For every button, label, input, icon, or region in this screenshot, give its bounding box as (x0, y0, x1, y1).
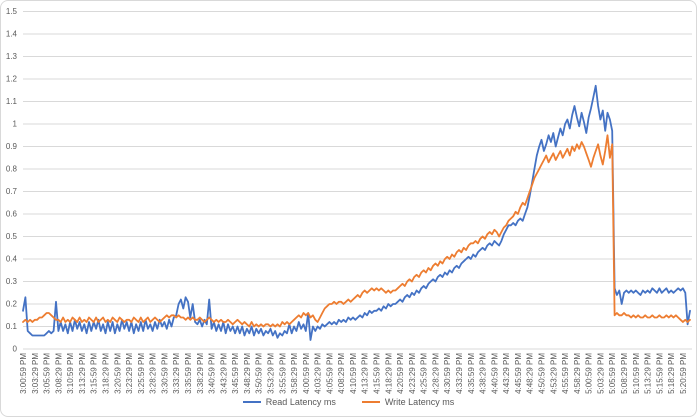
x-tick-label: 4:53:29 PM (549, 353, 558, 394)
y-tick-label: 0.9 (6, 142, 18, 151)
x-tick-label: 5:00:59 PM (585, 353, 594, 394)
x-tick-label: 5:03:29 PM (596, 353, 605, 394)
x-tick-label: 3:50:59 PM (255, 353, 264, 394)
y-tick-label: 0.4 (6, 255, 18, 264)
x-tick-label: 4:23:29 PM (408, 353, 417, 394)
x-tick-label: 3:10:59 PM (66, 353, 75, 394)
y-tick-label: 1.5 (6, 7, 18, 16)
x-tick-label: 4:43:29 PM (502, 353, 511, 394)
x-tick-label: 4:25:59 PM (420, 353, 429, 394)
x-tick-label: 4:55:59 PM (561, 353, 570, 394)
x-tick-label: 5:08:29 PM (620, 353, 629, 394)
x-tick-label: 4:15:59 PM (373, 353, 382, 394)
x-tick-label: 4:38:29 PM (479, 353, 488, 394)
x-tick-label: 5:15:59 PM (655, 353, 664, 394)
x-tick-label: 3:33:29 PM (172, 353, 181, 394)
x-tick-label: 4:33:29 PM (455, 353, 464, 394)
y-tick-label: 0.3 (6, 277, 18, 286)
legend-label-write: Write Latency ms (384, 397, 455, 407)
x-tick-label: 3:53:29 PM (267, 353, 276, 394)
write-latency-line[interactable] (22, 134, 691, 328)
x-tick-label: 3:23:29 PM (125, 353, 134, 394)
x-tick-label: 3:25:59 PM (137, 353, 146, 394)
x-tick-label: 3:13:29 PM (78, 353, 87, 394)
read-series-swatch-icon (242, 400, 261, 404)
x-tick-label: 4:08:29 PM (337, 353, 346, 394)
x-tick-label: 5:05:59 PM (608, 353, 617, 394)
x-tick-label: 3:43:29 PM (219, 353, 228, 394)
legend-label-read: Read Latency ms (265, 397, 336, 407)
x-tick-label: 4:18:29 PM (384, 353, 393, 394)
chart-legend: Read Latency ms Write Latency ms (1, 397, 696, 407)
x-tick-label: 3:38:29 PM (196, 353, 205, 394)
x-tick-label: 3:35:59 PM (184, 353, 193, 394)
x-tick-label: 3:28:29 PM (149, 353, 158, 394)
x-tick-label: 4:48:29 PM (526, 353, 535, 394)
y-tick-label: 0.1 (6, 322, 18, 331)
x-tick-label: 4:28:29 PM (432, 353, 441, 394)
x-tick-label: 3:58:29 PM (290, 353, 299, 394)
x-tick-label: 4:13:29 PM (361, 353, 370, 394)
x-tick-label: 4:10:59 PM (349, 353, 358, 394)
x-tick-label: 3:15:59 PM (90, 353, 99, 394)
y-tick-label: 0.7 (6, 187, 18, 196)
x-tick-label: 4:05:59 PM (325, 353, 334, 394)
x-tick-label: 3:08:29 PM (54, 353, 63, 394)
x-tick-label: 3:48:29 PM (243, 353, 252, 394)
x-tick-label: 5:13:29 PM (644, 353, 653, 394)
legend-item-read-latency[interactable]: Read Latency ms (242, 397, 336, 407)
x-tick-label: 3:30:59 PM (160, 353, 169, 394)
x-tick-label: 4:50:59 PM (538, 353, 547, 394)
read-latency-line[interactable] (22, 84, 691, 341)
x-tick-label: 4:03:29 PM (314, 353, 323, 394)
x-tick-label: 3:03:29 PM (31, 353, 40, 394)
x-tick-label: 5:10:59 PM (632, 353, 641, 394)
x-tick-label: 3:45:59 PM (231, 353, 240, 394)
x-tick-label: 4:40:59 PM (490, 353, 499, 394)
y-tick-label: 1.1 (6, 97, 18, 106)
x-tick-label: 3:20:59 PM (113, 353, 122, 394)
y-tick-label: 1.4 (6, 30, 18, 39)
x-tick-label: 3:40:59 PM (208, 353, 217, 394)
x-tick-label: 3:55:59 PM (278, 353, 287, 394)
y-tick-label: 0.2 (6, 300, 18, 309)
y-tick-label: 0.6 (6, 210, 18, 219)
x-tick-label: 5:20:59 PM (679, 353, 688, 394)
y-tick-label: 0.8 (6, 165, 18, 174)
y-tick-label: 0.5 (6, 232, 18, 241)
x-tick-label: 4:20:59 PM (396, 353, 405, 394)
x-tick-label: 4:30:59 PM (443, 353, 452, 394)
y-tick-label: 1.2 (6, 75, 18, 84)
legend-item-write-latency[interactable]: Write Latency ms (361, 397, 455, 407)
x-tick-label: 3:18:29 PM (102, 353, 111, 394)
x-tick-label: 4:45:59 PM (514, 353, 523, 394)
y-tick-label: 1 (13, 120, 18, 129)
y-tick-label: 1.3 (6, 52, 18, 61)
write-series-swatch-icon (361, 400, 380, 404)
x-tick-label: 3:00:59 PM (19, 353, 28, 394)
x-tick-label: 4:00:59 PM (302, 353, 311, 394)
x-tick-label: 3:05:59 PM (43, 353, 52, 394)
x-tick-label: 4:58:29 PM (573, 353, 582, 394)
x-tick-label: 4:35:59 PM (467, 353, 476, 394)
y-tick-label: 0 (13, 345, 18, 354)
x-tick-label: 5:18:29 PM (667, 353, 676, 394)
